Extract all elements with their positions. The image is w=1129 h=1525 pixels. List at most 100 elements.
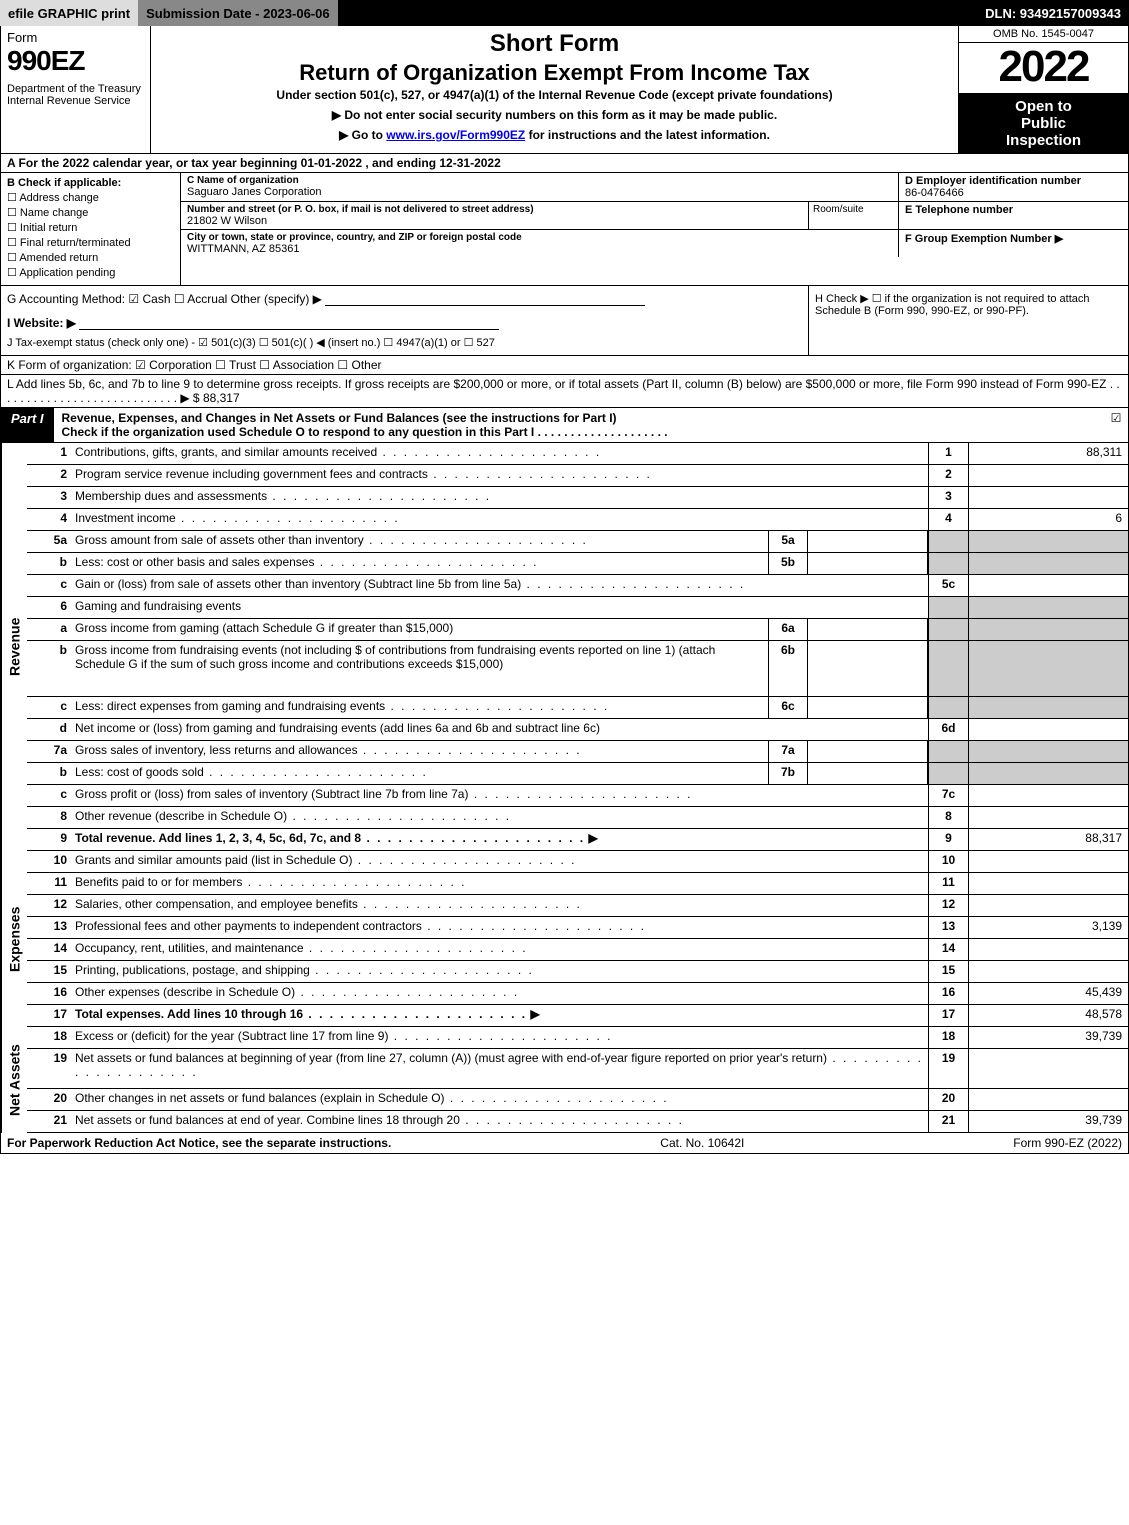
txt-15: Printing, publications, postage, and shi… <box>71 961 928 982</box>
rno-17: 17 <box>928 1005 968 1026</box>
rval-15 <box>968 961 1128 982</box>
subval-6a <box>808 619 928 640</box>
txt-8-text: Other revenue (describe in Schedule O) <box>75 809 287 823</box>
part1-tag: Part I <box>1 408 54 442</box>
subno-6a: 6a <box>768 619 808 640</box>
rval-8 <box>968 807 1128 828</box>
lno-5a: 5a <box>27 531 71 552</box>
submission-date: Submission Date - 2023-06-06 <box>138 0 338 26</box>
rval-6d <box>968 719 1128 740</box>
city-label: City or town, state or province, country… <box>187 232 892 243</box>
part1-desc-text: Revenue, Expenses, and Changes in Net As… <box>62 411 668 439</box>
rno-5a-shade <box>928 531 968 552</box>
lno-8: 8 <box>27 807 71 828</box>
open-line1: Open to <box>963 98 1124 115</box>
txt-16-text: Other expenses (describe in Schedule O) <box>75 985 295 999</box>
row-a-text: A For the 2022 calendar year, or tax yea… <box>7 156 501 170</box>
line-11: 11 Benefits paid to or for members 11 <box>27 873 1128 895</box>
subval-6b <box>808 641 928 696</box>
rval-18: 39,739 <box>968 1027 1128 1048</box>
rval-4: 6 <box>968 509 1128 530</box>
txt-7b-text: Less: cost of goods sold <box>75 765 204 779</box>
part1-header: Part I Revenue, Expenses, and Changes in… <box>0 408 1129 443</box>
c-label: C Name of organization <box>187 175 892 186</box>
txt-3-text: Membership dues and assessments <box>75 489 267 503</box>
form-label: Form <box>7 30 144 45</box>
cb-final-return[interactable]: Final return/terminated <box>7 236 174 249</box>
lno-17: 17 <box>27 1005 71 1026</box>
footer-center: Cat. No. 10642I <box>660 1136 744 1150</box>
rval-16: 45,439 <box>968 983 1128 1004</box>
lno-13: 13 <box>27 917 71 938</box>
subval-5b <box>808 553 928 574</box>
rno-7c: 7c <box>928 785 968 806</box>
txt-19: Net assets or fund balances at beginning… <box>71 1049 928 1088</box>
line-16: 16 Other expenses (describe in Schedule … <box>27 983 1128 1005</box>
txt-10: Grants and similar amounts paid (list in… <box>71 851 928 872</box>
lno-7a: 7a <box>27 741 71 762</box>
expenses-section: Expenses 10 Grants and similar amounts p… <box>0 851 1129 1027</box>
lno-7b: b <box>27 763 71 784</box>
open-line2: Public <box>963 115 1124 132</box>
txt-5a-text: Gross amount from sale of assets other t… <box>75 533 364 547</box>
addr-label: Number and street (or P. O. box, if mail… <box>187 204 802 215</box>
netassets-side-label: Net Assets <box>1 1027 27 1133</box>
line-8: 8 Other revenue (describe in Schedule O)… <box>27 807 1128 829</box>
netassets-rows: 18 Excess or (deficit) for the year (Sub… <box>27 1027 1128 1133</box>
rno-5c: 5c <box>928 575 968 596</box>
cb-initial-return[interactable]: Initial return <box>7 221 174 234</box>
subval-7a <box>808 741 928 762</box>
l-gross-receipts: L Add lines 5b, 6c, and 7b to line 9 to … <box>0 375 1129 408</box>
cb-address-change[interactable]: Address change <box>7 191 174 204</box>
efile-print[interactable]: efile GRAPHIC print <box>0 0 138 26</box>
cb-application-pending[interactable]: Application pending <box>7 266 174 279</box>
lno-5b: b <box>27 553 71 574</box>
subval-5a <box>808 531 928 552</box>
accounting-other-field[interactable] <box>325 292 645 306</box>
line-15: 15 Printing, publications, postage, and … <box>27 961 1128 983</box>
rval-13: 3,139 <box>968 917 1128 938</box>
txt-7a-text: Gross sales of inventory, less returns a… <box>75 743 358 757</box>
tax-year: 2022 <box>959 43 1128 94</box>
street-cell: Number and street (or P. O. box, if mail… <box>181 202 808 229</box>
txt-14: Occupancy, rent, utilities, and maintena… <box>71 939 928 960</box>
txt-11: Benefits paid to or for members <box>71 873 928 894</box>
rval-7b-shade <box>968 763 1128 784</box>
note2-pre: ▶ Go to <box>339 128 386 142</box>
txt-14-text: Occupancy, rent, utilities, and maintena… <box>75 941 304 955</box>
lno-3: 3 <box>27 487 71 508</box>
cb-amended-return[interactable]: Amended return <box>7 251 174 264</box>
txt-18: Excess or (deficit) for the year (Subtra… <box>71 1027 928 1048</box>
lno-6: 6 <box>27 597 71 618</box>
line-6b: b Gross income from fundraising events (… <box>27 641 1128 697</box>
rno-12: 12 <box>928 895 968 916</box>
part1-checkbox[interactable]: ☑ <box>1104 408 1128 442</box>
txt-21: Net assets or fund balances at end of ye… <box>71 1111 928 1132</box>
txt-9: Total revenue. Add lines 1, 2, 3, 4, 5c,… <box>71 829 928 850</box>
irs-link[interactable]: www.irs.gov/Form990EZ <box>386 128 525 142</box>
footer-right-text: Form 990-EZ (2022) <box>1013 1136 1122 1150</box>
rval-5a-shade <box>968 531 1128 552</box>
rno-9: 9 <box>928 829 968 850</box>
line-5a: 5a Gross amount from sale of assets othe… <box>27 531 1128 553</box>
line-6: 6 Gaming and fundraising events <box>27 597 1128 619</box>
group-exemption-cell: F Group Exemption Number ▶ <box>898 230 1128 257</box>
txt-20-text: Other changes in net assets or fund bala… <box>75 1091 445 1105</box>
cb-name-change[interactable]: Name change <box>7 206 174 219</box>
g-label: G Accounting Method: ☑ Cash ☐ Accrual Ot… <box>7 292 322 306</box>
subtitle: Under section 501(c), 527, or 4947(a)(1)… <box>157 88 952 102</box>
rval-1: 88,311 <box>968 443 1128 464</box>
goto-link-line: ▶ Go to www.irs.gov/Form990EZ for instru… <box>157 128 952 142</box>
line-5c: c Gain or (loss) from sale of assets oth… <box>27 575 1128 597</box>
footer-left: For Paperwork Reduction Act Notice, see … <box>7 1136 391 1150</box>
txt-4: Investment income <box>71 509 928 530</box>
phone-cell: E Telephone number <box>898 202 1128 229</box>
website-field[interactable] <box>79 316 499 330</box>
expenses-side-label: Expenses <box>1 851 27 1027</box>
lno-2: 2 <box>27 465 71 486</box>
lno-7c: c <box>27 785 71 806</box>
lno-15: 15 <box>27 961 71 982</box>
rno-11: 11 <box>928 873 968 894</box>
rno-15: 15 <box>928 961 968 982</box>
street-address: 21802 W Wilson <box>187 215 802 227</box>
